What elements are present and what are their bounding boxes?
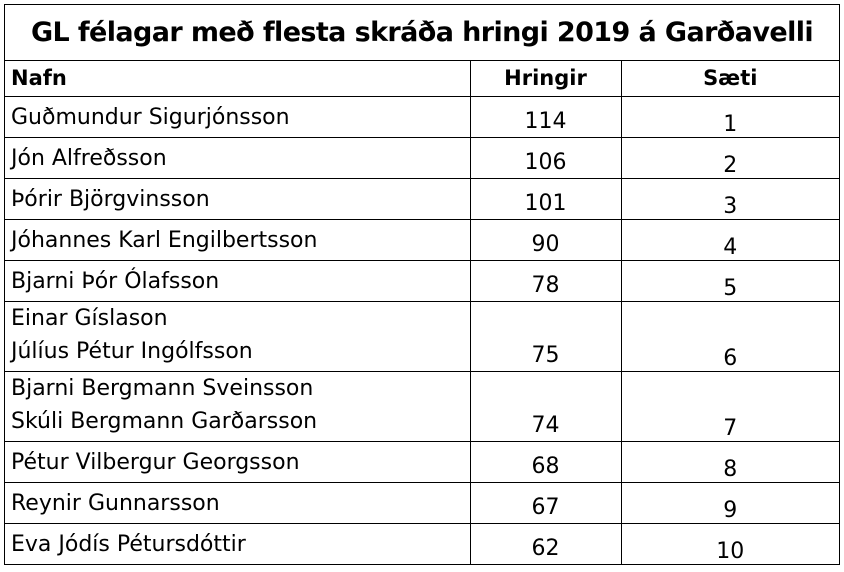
rank-cell: 7 — [620, 370, 839, 442]
member-name-cell: Reynir Gunnarsson — [5, 481, 471, 524]
column-header-rounds: Hringir — [469, 61, 622, 97]
member-name: Eva Jódís Pétursdóttir — [11, 532, 246, 557]
rank-cell: 1 — [620, 95, 839, 138]
rank-cell: 8 — [620, 440, 839, 483]
header-row: Nafn Hringir Sæti — [5, 61, 839, 97]
member-name: Skúli Bergmann Garðarsson — [11, 408, 318, 434]
rounds-cell: 101 — [469, 177, 622, 220]
column-header-rank: Sæti — [620, 61, 839, 97]
member-name-cell: Bjarni Þór Ólafsson — [5, 259, 471, 302]
rank-cell: 10 — [620, 522, 839, 564]
rounds-cell: 62 — [469, 522, 622, 564]
member-name-cell: Bjarni Bergmann Sveinsson Skúli Bergmann … — [5, 370, 471, 442]
rankings-table: Nafn Hringir Sæti Guðmundur Sigurjónsson… — [5, 61, 839, 564]
rounds-cell: 67 — [469, 481, 622, 524]
table-body: Guðmundur Sigurjónsson 114 1 Jón Alfreðsson… — [5, 95, 839, 564]
column-header-name: Nafn — [5, 61, 471, 97]
rank-cell: 2 — [620, 136, 839, 179]
rank-cell: 3 — [620, 177, 839, 220]
member-name: Reynir Gunnarsson — [11, 490, 220, 516]
rounds-cell: 114 — [469, 95, 622, 138]
rounds-cell: 74 — [469, 370, 622, 442]
rounds-cell: 78 — [469, 259, 622, 302]
rounds-cell: 75 — [469, 300, 622, 372]
member-name-cell: Þórir Björgvinsson — [5, 177, 471, 220]
member-name-cell: Guðmundur Sigurjónsson — [5, 95, 471, 138]
member-name: Bjarni Þór Ólafsson — [11, 268, 220, 294]
rank-cell: 9 — [620, 481, 839, 524]
rounds-cell: 68 — [469, 440, 622, 483]
member-name: Júlíus Pétur Ingólfsson — [11, 338, 253, 364]
rankings-sheet: GL félagar með flesta skráða hringi 2019… — [4, 4, 840, 565]
table-row: Guðmundur Sigurjónsson 114 1 — [5, 95, 839, 138]
member-name: Einar Gíslason — [11, 305, 168, 331]
member-name: Bjarni Bergmann Sveinsson — [11, 375, 314, 401]
table-row: Bjarni Þór Ólafsson 78 5 — [5, 259, 839, 302]
table-row: Pétur Vilbergur Georgsson 68 8 — [5, 440, 839, 483]
table-row: Bjarni Bergmann Sveinsson Skúli Bergmann … — [5, 370, 839, 442]
rounds-cell: 90 — [469, 218, 622, 261]
sheet-title: GL félagar með flesta skráða hringi 2019… — [5, 5, 839, 61]
table-row: Jón Alfreðsson 106 2 — [5, 136, 839, 179]
member-name: Jóhannes Karl Engilbertsson — [11, 227, 318, 253]
member-name: Pétur Vilbergur Georgsson — [11, 449, 300, 475]
table-row: Jóhannes Karl Engilbertsson 90 4 — [5, 218, 839, 261]
table-row: Einar Gíslason Júlíus Pétur Ingólfsson 75 6 — [5, 300, 839, 372]
member-name-cell: Eva Jódís Pétursdóttir — [5, 522, 471, 564]
member-name-cell: Pétur Vilbergur Georgsson — [5, 440, 471, 483]
rank-cell: 5 — [620, 259, 839, 302]
rounds-cell: 106 — [469, 136, 622, 179]
table-row: Þórir Björgvinsson 101 3 — [5, 177, 839, 220]
member-name-cell: Jóhannes Karl Engilbertsson — [5, 218, 471, 261]
member-name-cell: Einar Gíslason Júlíus Pétur Ingólfsson — [5, 300, 471, 372]
rank-cell: 4 — [620, 218, 839, 261]
rank-cell: 6 — [620, 300, 839, 372]
member-name-cell: Jón Alfreðsson — [5, 136, 471, 179]
table-row: Eva Jódís Pétursdóttir 62 10 — [5, 522, 839, 564]
member-name: Þórir Björgvinsson — [11, 186, 210, 212]
member-name: Jón Alfreðsson — [11, 145, 167, 171]
table-row: Reynir Gunnarsson 67 9 — [5, 481, 839, 524]
member-name: Guðmundur Sigurjónsson — [11, 104, 290, 130]
